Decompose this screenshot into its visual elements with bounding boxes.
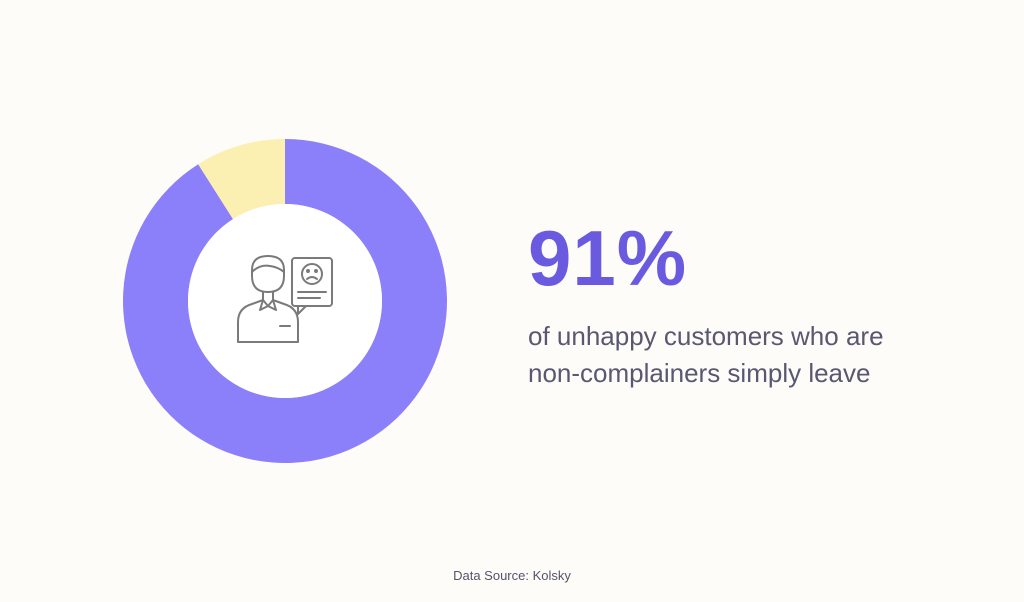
stat-value: 91% [528, 214, 688, 302]
donut-slice-1 [122, 139, 448, 463]
data-source: Data Source: Kolsky [453, 568, 571, 583]
donut-hole [188, 204, 382, 398]
stat-block: 91% of unhappy customers who are non-com… [528, 216, 988, 392]
unhappy-customer-icon [237, 255, 333, 343]
stat-description: of unhappy customers who are non-complai… [528, 318, 988, 392]
donut-slice-2 [198, 139, 285, 220]
donut-chart [122, 139, 448, 463]
stat-description-line-1: of unhappy customers who are [528, 321, 884, 351]
stat-description-line-2: non-complainers simply leave [528, 358, 871, 388]
